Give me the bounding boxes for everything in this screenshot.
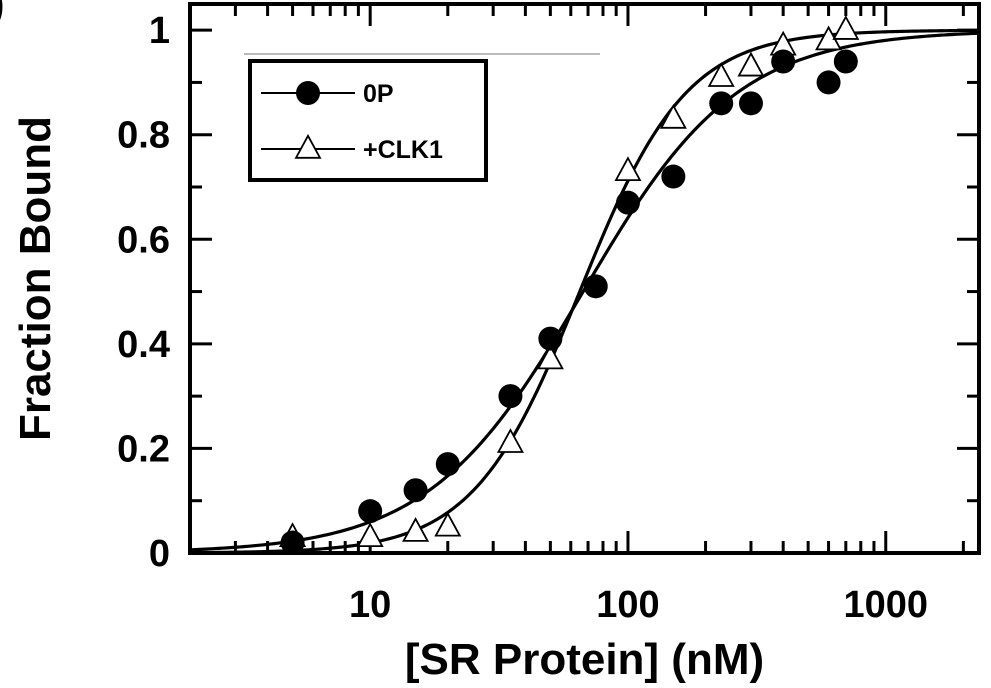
data-point-clk1: [659, 103, 687, 129]
x-tick-label: 100: [596, 584, 659, 626]
legend-marker-0p: [296, 81, 320, 105]
data-point-0p: [358, 499, 383, 524]
data-point-clk1: [496, 428, 524, 453]
axes: [188, 2, 981, 555]
data-point-0p: [435, 452, 460, 477]
panel-label-fragment: ): [0, 0, 5, 28]
x-tick-label: 10: [349, 584, 391, 626]
data-point-0p: [583, 274, 608, 299]
data-markers: [279, 15, 860, 555]
data-point-clk1: [707, 62, 735, 87]
x-tick-label: 1000: [843, 584, 928, 626]
data-point-0p: [498, 384, 523, 409]
data-point-clk1: [536, 344, 564, 370]
legend-label: +CLK1: [363, 136, 443, 164]
legend-marker-clk1: [294, 133, 322, 159]
data-point-0p: [816, 70, 841, 95]
data-point-0p: [661, 164, 686, 189]
y-tick-label: 1: [149, 10, 170, 52]
y-tick-label: 0.2: [117, 428, 170, 470]
y-tick-label: 0: [149, 533, 170, 575]
data-point-0p: [709, 91, 734, 116]
data-point-clk1: [402, 517, 430, 542]
data-point-clk1: [737, 51, 765, 77]
data-point-0p: [738, 91, 763, 116]
data-point-0p: [615, 190, 640, 215]
data-point-0p: [771, 49, 796, 74]
data-point-0p: [538, 326, 563, 351]
x-axis-title: [SR Protein] (nM): [405, 635, 764, 684]
legend-box: [248, 59, 488, 182]
data-point-clk1: [832, 15, 860, 40]
data-point-0p: [403, 478, 428, 503]
data-point-0p: [833, 49, 858, 74]
y-tick-label: 0.6: [117, 219, 170, 261]
data-point-0p: [280, 530, 305, 555]
legend-label: 0P: [363, 80, 394, 108]
data-point-clk1: [356, 522, 384, 548]
y-axis-title: Fraction Bound: [11, 116, 60, 441]
y-tick-label: 0.4: [117, 324, 170, 366]
plot-frame: [188, 2, 981, 555]
legend: 0P +CLK1: [244, 53, 600, 182]
y-tick-label: 0.8: [117, 115, 170, 157]
data-point-clk1: [614, 156, 642, 182]
axis-labels: 10 100 1000 0 0.2 0.4 0.6 0.8 1 [SR Protein] (nM)…: [11, 10, 928, 684]
data-point-clk1: [434, 511, 462, 537]
